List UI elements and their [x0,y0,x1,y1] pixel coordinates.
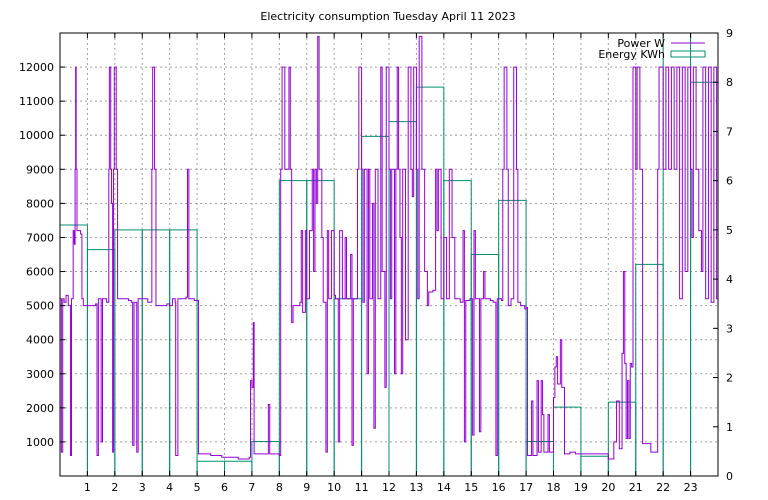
y2-tick-label-2: 2 [726,372,733,385]
x-tick-label-4: 4 [166,481,173,494]
y-tick-label-2000: 2000 [26,402,54,415]
energy-bar-hour-6 [224,460,253,476]
x-tick-label-12: 12 [382,481,396,494]
energy-bar-hour-14 [443,180,472,476]
y-tick-label-8000: 8000 [26,197,54,210]
energy-bar-hour-4 [169,229,198,476]
x-tick-label-7: 7 [248,481,255,494]
x-tick-label-18: 18 [547,481,561,494]
y2-tick-label-7: 7 [726,125,733,138]
chart-title: Electricity consumption Tuesday April 11… [260,10,515,23]
y-tick-label-1000: 1000 [26,436,54,449]
y-tick-label-10000: 10000 [19,129,54,142]
y-tick-label-3000: 3000 [26,368,54,381]
y-axis-ticks: 1000 2000 3000 4000 5000 6000 7000 8000 9000 1000… [19,61,65,449]
x-tick-label-9: 9 [303,481,310,494]
energy-bar-hour-0 [59,224,88,476]
energy-bar-hour-21 [635,263,664,476]
y2-tick-label-0: 0 [726,470,733,483]
x-tick-label-13: 13 [409,481,423,494]
energy-bar-hour-9 [306,180,335,476]
legend-label-power: Power W [617,37,665,50]
x-tick-label-5: 5 [194,481,201,494]
x-tick-label-17: 17 [519,481,533,494]
y2-tick-label-9: 9 [726,27,733,40]
x-tick-label-19: 19 [574,481,588,494]
x-tick-label-11: 11 [355,481,369,494]
legend-swatch-energy [670,50,706,58]
energy-bar-hour-8 [278,180,308,476]
x-tick-label-23: 23 [684,481,698,494]
y-tick-label-12000: 12000 [19,61,54,74]
x-tick-label-20: 20 [601,481,615,494]
power-w-series [60,35,718,460]
energy-bar-hour-13 [415,86,445,476]
y2-tick-label-6: 6 [726,175,733,188]
x-tick-label-16: 16 [492,481,506,494]
y2-tick-label-8: 8 [726,76,733,89]
y2-axis-ticks: 0 1 2 3 4 5 6 7 8 9 [713,27,733,483]
legend: Power W Energy KWh [598,37,706,61]
y-tick-label-9000: 9000 [26,163,54,176]
x-tick-label-1: 1 [84,481,91,494]
y-tick-label-7000: 7000 [26,231,54,244]
x-tick-label-15: 15 [464,481,478,494]
energy-bar-hour-7 [251,441,280,476]
energy-bar-hour-19 [580,455,609,476]
y2-tick-label-4: 4 [726,273,733,286]
y-tick-label-11000: 11000 [19,95,54,108]
x-axis-ticks: 1 2 3 4 5 6 7 8 9 10 11 12 13 14 15 16 17 18 19 20 21 22 23 [84,33,698,494]
x-tick-label-3: 3 [139,481,146,494]
x-tick-label-8: 8 [276,481,283,494]
power-w-line [60,35,718,460]
x-tick-label-10: 10 [327,481,341,494]
x-tick-label-22: 22 [656,481,670,494]
x-tick-label-6: 6 [221,481,228,494]
y2-tick-label-3: 3 [726,322,733,335]
y-tick-label-4000: 4000 [26,334,54,347]
y-tick-label-5000: 5000 [26,300,54,313]
x-tick-label-14: 14 [437,481,451,494]
x-tick-label-21: 21 [629,481,643,494]
y-tick-label-6000: 6000 [26,266,54,279]
x-tick-label-2: 2 [111,481,118,494]
legend-label-energy: Energy KWh [598,48,665,61]
y2-tick-label-5: 5 [726,224,733,237]
energy-bar-hour-16 [498,199,527,476]
y2-tick-label-1: 1 [726,421,733,434]
energy-bar-hour-5 [196,460,225,476]
